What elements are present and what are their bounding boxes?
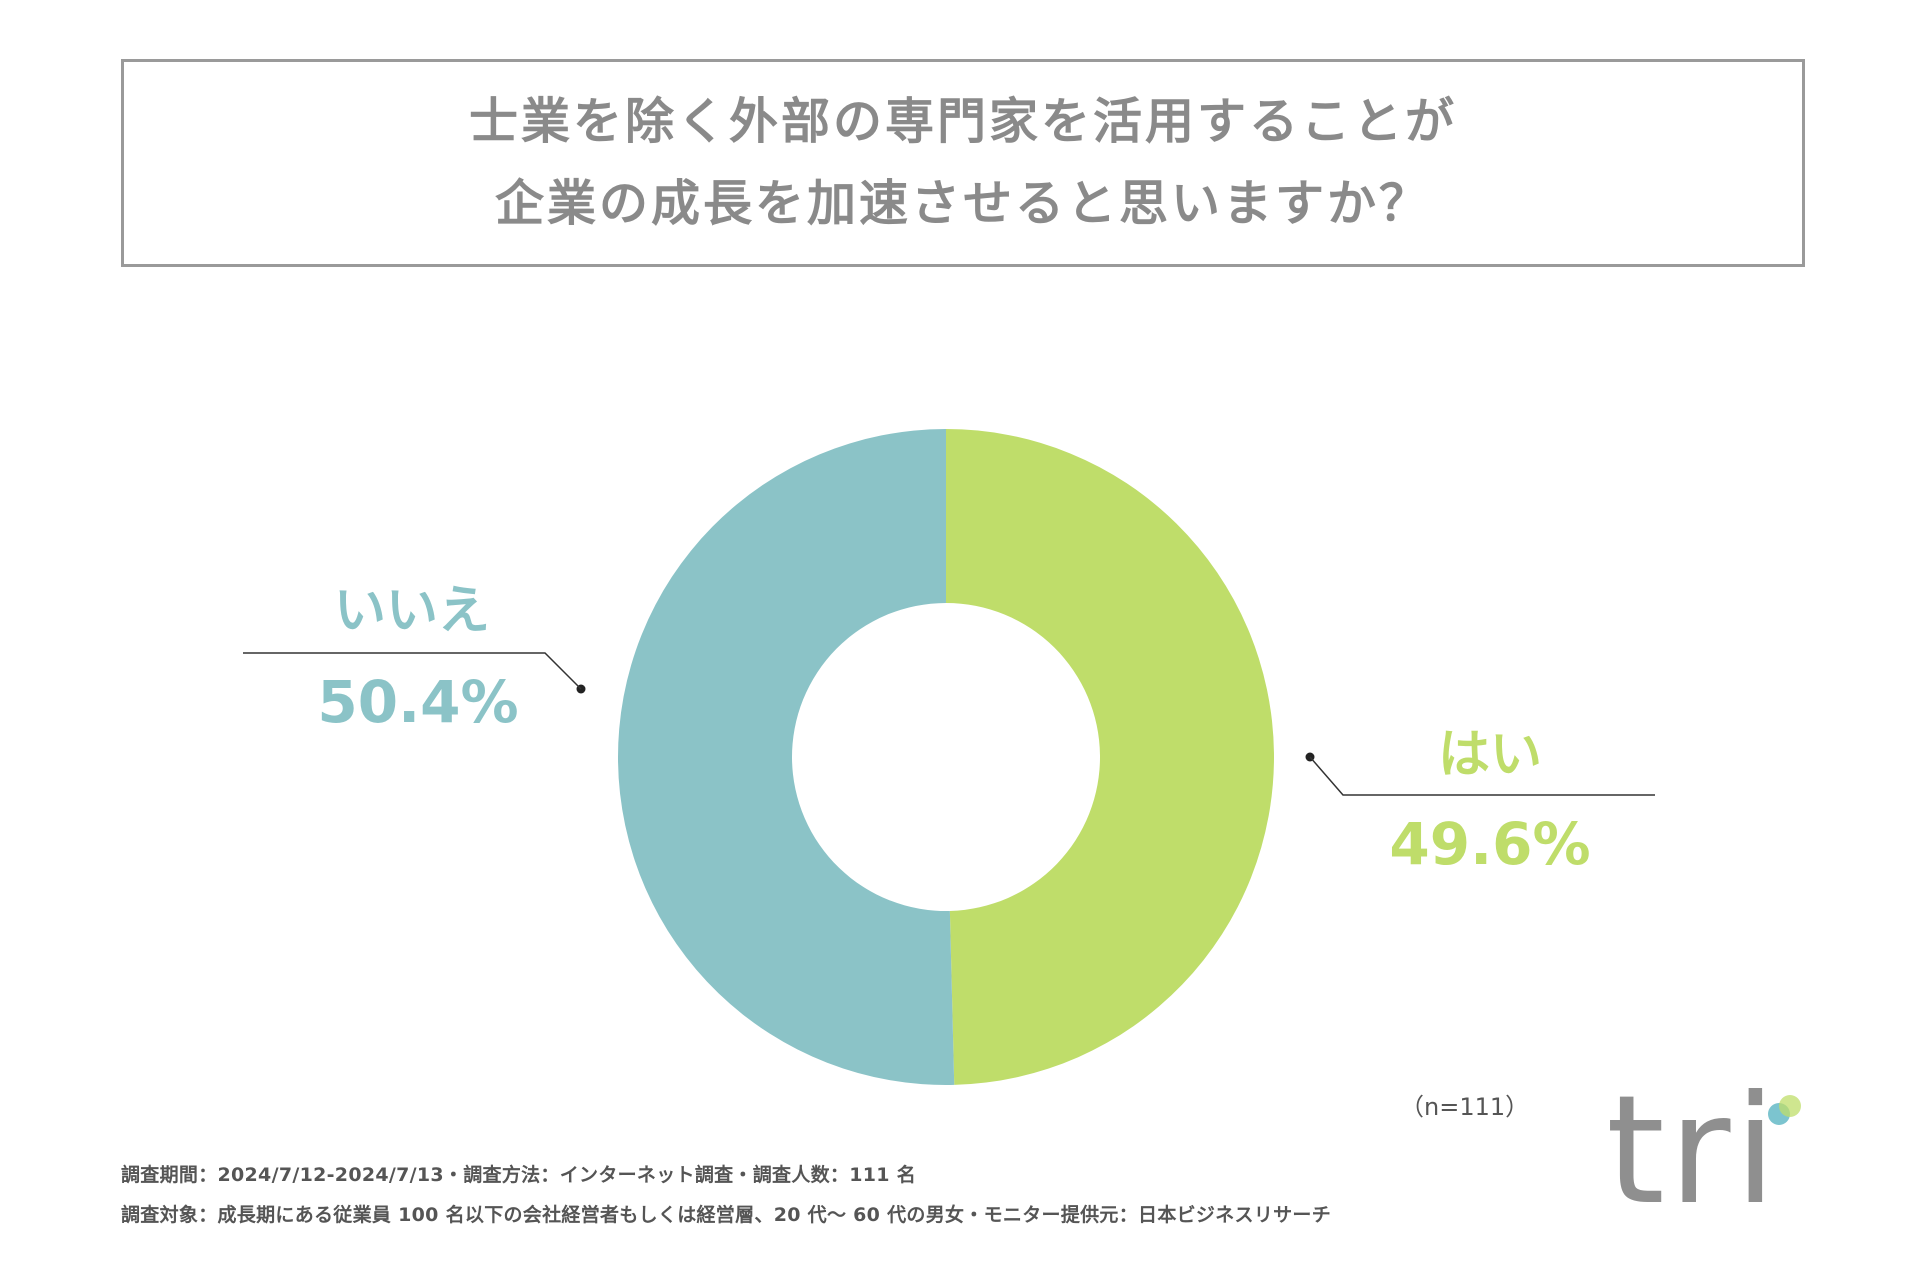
survey-info-line-1: 調査期間：2024/7/12-2024/7/13・調査方法：インターネット調査・…: [121, 1164, 917, 1186]
slice-value-yes: 49.6%: [1389, 810, 1590, 878]
question-title-line-2: 企業の成長を加速させると思いますか？: [494, 175, 1431, 232]
question-title-box: 士業を除く外部の専門家を活用することが 企業の成長を加速させると思いますか？: [121, 59, 1805, 267]
logo-dots-icon: [1768, 1095, 1801, 1125]
leader-line-no: [243, 652, 582, 690]
slice-label-yes: はい: [1438, 725, 1542, 785]
survey-info-line-2: 調査対象：成長期にある従業員 100 名以下の会社経営者もしくは経営層、20 代…: [121, 1204, 1332, 1226]
donut-slice-no: [617, 429, 955, 1086]
sample-size-note: （n=111）: [1400, 1093, 1530, 1121]
tri-logo: tri: [1606, 1064, 1781, 1238]
slice-label-no: いいえ: [334, 581, 490, 641]
leader-line-yes: [1309, 756, 1655, 796]
slice-value-no: 50.4%: [317, 668, 518, 736]
question-title-line-1: 士業を除く外部の専門家を活用することが: [468, 93, 1457, 150]
donut-slice-yes: [946, 429, 1274, 1085]
